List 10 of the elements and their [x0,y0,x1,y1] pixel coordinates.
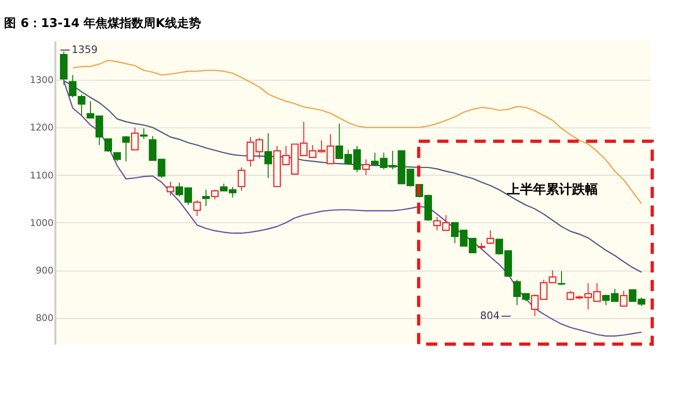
annotation: 上半年累计跌幅 [506,182,598,198]
chart-title: 图 6：13-14 年焦煤指数周K线走势 [4,16,202,30]
y-tick-label: 800 [36,313,54,324]
y-tick-label: 1000 [30,218,54,229]
y-tick-label: 1100 [30,170,54,182]
y-tick-label: 1200 [30,122,54,134]
annotation: 1359 [72,44,98,56]
y-tick-label: 1300 [30,75,54,86]
annotation: 804 [480,310,500,322]
y-tick-label: 900 [36,266,54,277]
